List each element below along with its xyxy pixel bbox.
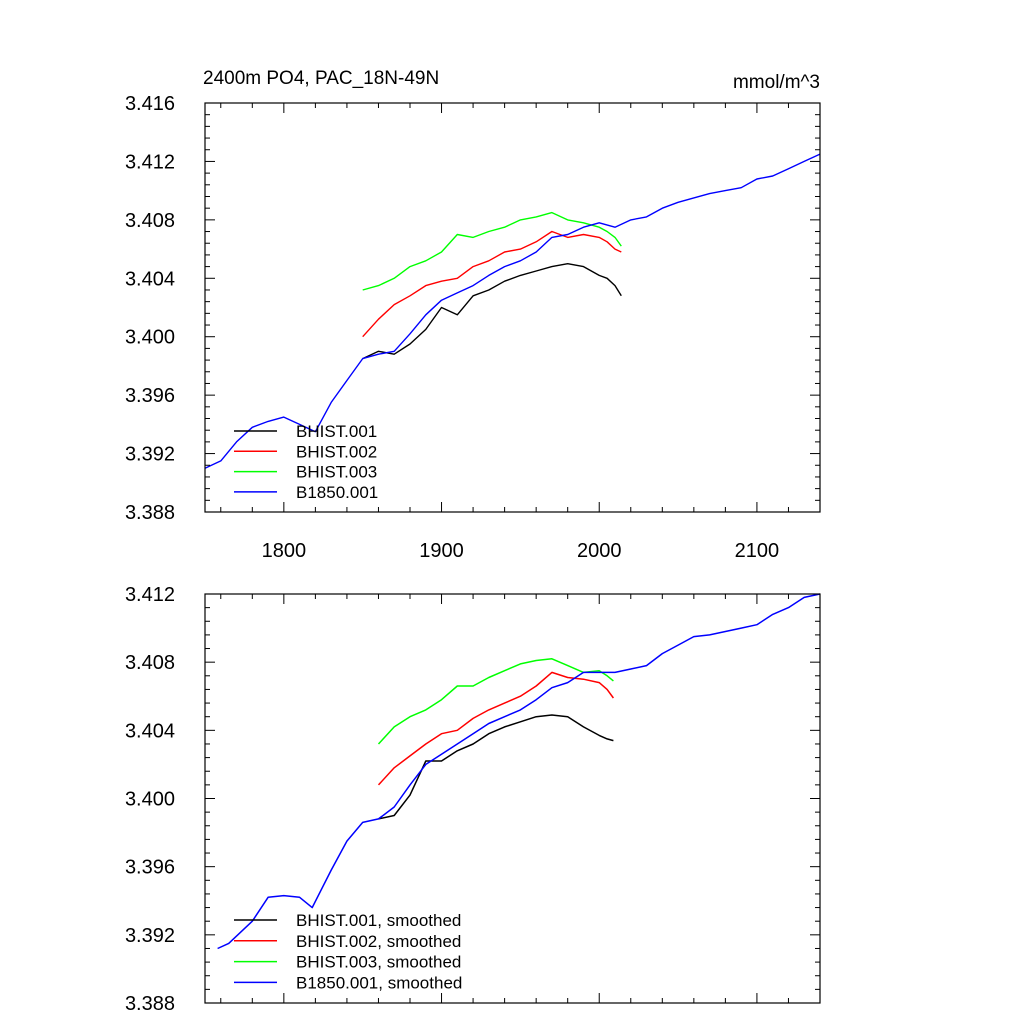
bottom-legend-label-3: B1850.001, smoothed bbox=[296, 973, 462, 992]
bottom-panel-ticks: 3.388 3.392 3.396 3.400 3.404 3.408 3.412 bbox=[125, 584, 821, 1015]
bottom-ytick-label: 3.400 bbox=[125, 789, 175, 811]
bottom-panel: 3.388 3.392 3.396 3.400 3.404 3.408 3.412 BHIS… bbox=[125, 584, 821, 1015]
top-ytick-label: 3.400 bbox=[125, 327, 175, 349]
bottom-legend-label-0: BHIST.001, smoothed bbox=[296, 911, 461, 930]
top-panel-ticks: 3.388 3.392 3.396 3.400 3.404 3.408 3.412 3.416… bbox=[125, 93, 821, 562]
top-panel-title: 2400m PO4, PAC_18N-49N bbox=[203, 68, 439, 89]
bottom-ytick-label: 3.412 bbox=[125, 584, 175, 606]
top-legend-label-0: BHIST.001 bbox=[296, 422, 377, 441]
top-ytick-label: 3.396 bbox=[125, 385, 175, 407]
top-ytick-label: 3.388 bbox=[125, 502, 175, 524]
bottom-series-line-1 bbox=[377, 671, 615, 786]
bottom-legend-label-1: BHIST.002, smoothed bbox=[296, 932, 461, 951]
bottom-panel-series-layer bbox=[217, 593, 821, 950]
bottom-series-line-3 bbox=[217, 593, 821, 950]
top-ytick-label: 3.416 bbox=[125, 93, 175, 115]
bottom-panel-frame bbox=[204, 593, 821, 1004]
top-panel-units: mmol/m^3 bbox=[733, 72, 820, 93]
top-ytick-label: 3.404 bbox=[125, 268, 175, 290]
top-ytick-label: 3.412 bbox=[125, 151, 175, 173]
top-legend-label-2: BHIST.003 bbox=[296, 463, 377, 482]
bottom-ytick-label: 3.408 bbox=[125, 652, 175, 674]
bottom-ytick-label: 3.392 bbox=[125, 925, 175, 947]
top-series-line-0 bbox=[362, 263, 622, 360]
bottom-series-line-0 bbox=[378, 714, 614, 820]
bottom-ytick-label: 3.388 bbox=[125, 993, 175, 1015]
top-xtick-label: 2100 bbox=[735, 540, 780, 562]
top-ytick-label: 3.392 bbox=[125, 444, 175, 466]
top-xtick-label: 2000 bbox=[577, 540, 622, 562]
top-series-line-2 bbox=[362, 211, 622, 291]
top-panel-series-layer bbox=[204, 153, 821, 469]
bottom-legend-label-2: BHIST.003, smoothed bbox=[296, 953, 461, 972]
top-panel-frame bbox=[204, 102, 821, 513]
bottom-ytick-label: 3.396 bbox=[125, 857, 175, 879]
top-legend-label-3: B1850.001 bbox=[296, 483, 378, 502]
top-panel: 2400m PO4, PAC_18N-49N mmol/m^3 3.3883.3… bbox=[125, 68, 821, 562]
bottom-ytick-label: 3.404 bbox=[125, 720, 175, 742]
top-ytick-label: 3.408 bbox=[125, 210, 175, 232]
top-xtick-label: 1900 bbox=[419, 540, 464, 562]
top-series-line-1 bbox=[362, 230, 622, 338]
top-xtick-label: 1800 bbox=[262, 540, 307, 562]
top-series-line-3 bbox=[204, 153, 821, 469]
bottom-panel-legend: BHIST.001, smoothed BHIST.002, smoothed BH… bbox=[234, 911, 462, 992]
top-legend-label-1: BHIST.002 bbox=[296, 442, 377, 461]
